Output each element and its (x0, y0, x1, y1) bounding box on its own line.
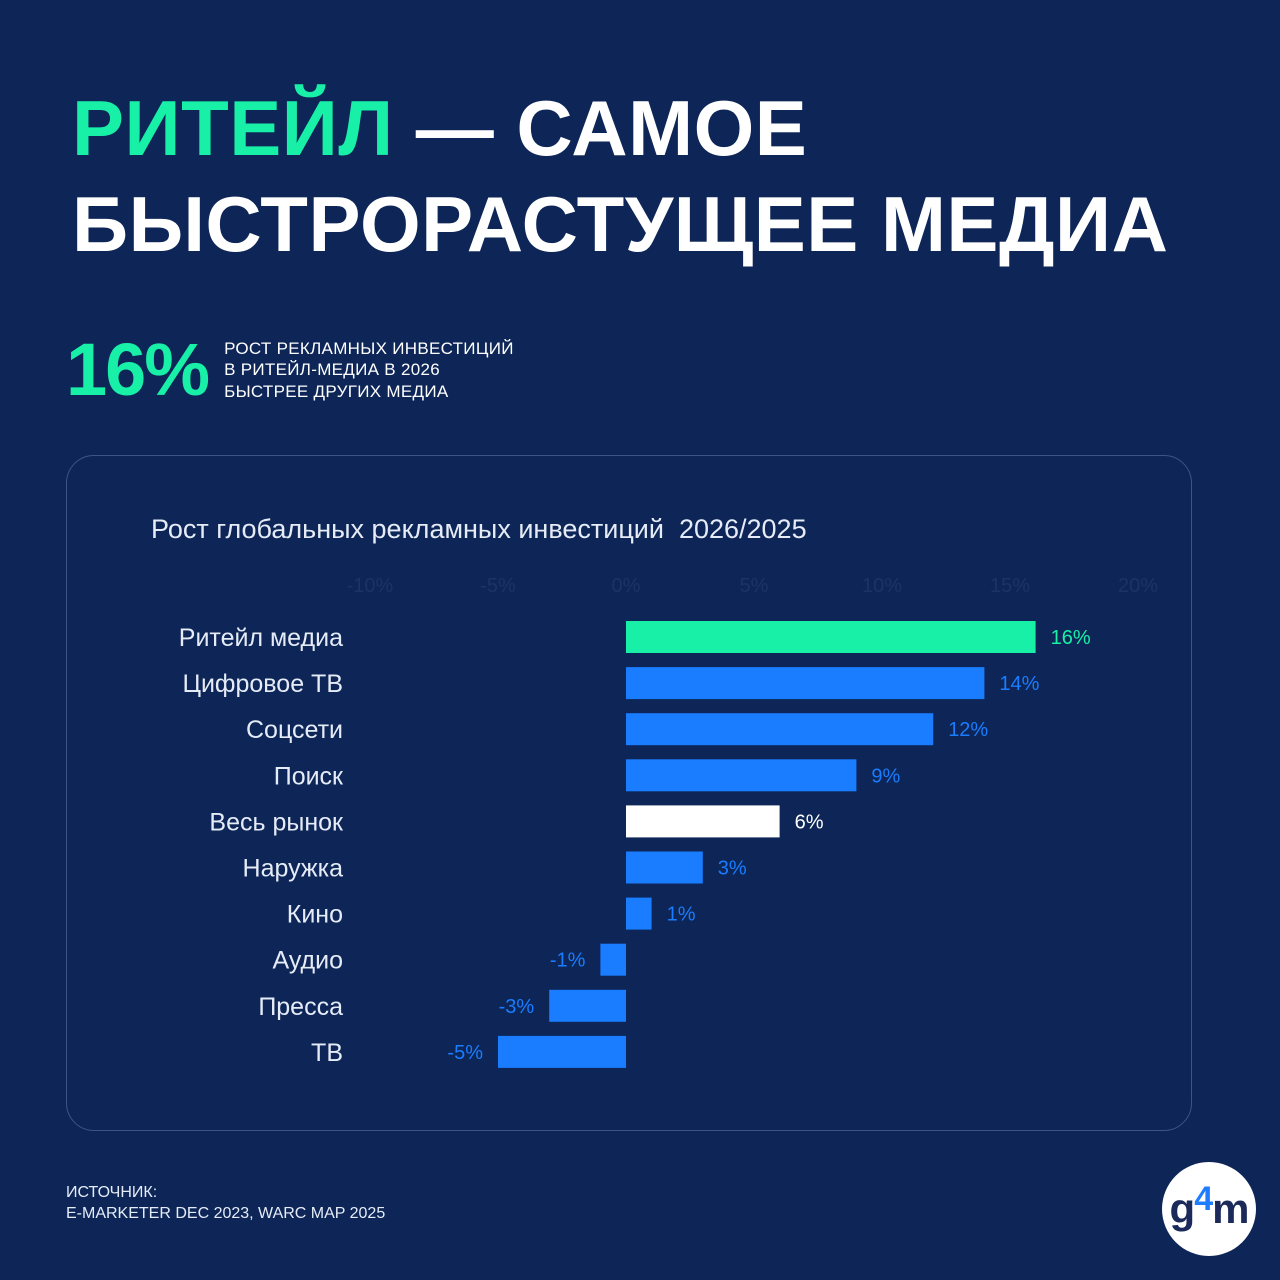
category-label: Пресса (258, 993, 343, 1021)
bar (626, 621, 1036, 653)
bar (626, 851, 703, 884)
category-label: Наружка (243, 855, 344, 883)
key-stat: 16% РОСТ РЕКЛАМНЫХ ИНВЕСТИЦИЙ В РИТЕЙЛ-М… (66, 330, 514, 410)
stat-line-1: РОСТ РЕКЛАМНЫХ ИНВЕСТИЦИЙ (224, 338, 514, 358)
category-label: ТВ (311, 1039, 343, 1067)
stat-line-2: В РИТЕЙЛ-МЕДИА В 2026 (224, 360, 440, 380)
bar (626, 759, 857, 792)
data-label: -5% (447, 1042, 483, 1064)
x-tick-label: 10% (862, 575, 902, 597)
x-tick-label: 0% (612, 575, 641, 597)
x-tick-label: 20% (1118, 575, 1158, 597)
bar (626, 897, 652, 930)
source-text: E-MARKETER DEC 2023, WARC MAP 2025 (66, 1205, 386, 1222)
logo-digit-4: 4 (1194, 1179, 1213, 1218)
category-label: Поиск (274, 762, 344, 790)
category-label: Соцсети (246, 716, 343, 744)
data-label: 14% (999, 673, 1039, 695)
logo-letter-g: g (1169, 1185, 1196, 1232)
chart-title: Рост глобальных рекламных инвестиций 202… (151, 514, 807, 544)
data-label: 3% (718, 858, 747, 880)
category-label: Весь рынок (209, 808, 344, 836)
bar (498, 1035, 626, 1068)
x-tick-label: -5% (480, 575, 516, 597)
page-title: РИТЕЙЛ — САМОЕ БЫСТРОРАСТУЩЕЕ МЕДИА (72, 80, 1168, 272)
category-label: Цифровое ТВ (182, 670, 343, 698)
stat-description: РОСТ РЕКЛАМНЫХ ИНВЕСТИЦИЙ В РИТЕЙЛ-МЕДИА… (224, 338, 514, 403)
x-tick-label: -10% (347, 575, 394, 597)
bar (626, 713, 934, 746)
logo-letter-m: m (1212, 1185, 1249, 1232)
stat-value: 16% (66, 328, 210, 411)
bar (600, 943, 626, 976)
bar (626, 805, 780, 838)
data-label: -1% (550, 950, 586, 972)
category-label: Аудио (272, 947, 343, 975)
bar (626, 667, 985, 700)
x-tick-label: 5% (740, 575, 769, 597)
category-label: Ритейл медиа (179, 624, 343, 652)
data-label: 12% (948, 719, 988, 741)
data-label: 16% (1051, 627, 1091, 649)
title-accent: РИТЕЙЛ (72, 84, 394, 172)
category-label: Кино (287, 901, 343, 929)
title-line-2: БЫСТРОРАСТУЩЕЕ МЕДИА (72, 180, 1169, 268)
data-label: 1% (667, 904, 696, 926)
title-rest: — САМОЕ (393, 84, 808, 172)
data-label: 9% (871, 765, 900, 787)
bar-chart: -10% -5% 0% 5% 10% 15% 20% Ритейл медиа 16% Цифро… (179, 575, 1158, 1068)
source-label: ИСТОЧНИК: (66, 1184, 158, 1201)
x-tick-label: 15% (990, 575, 1030, 597)
bar (549, 989, 626, 1022)
source-note: ИСТОЧНИК: E-MARKETER DEC 2023, WARC MAP … (66, 1182, 385, 1224)
chart-card: Рост глобальных рекламных инвестиций 202… (66, 455, 1192, 1131)
data-label: -3% (499, 996, 535, 1018)
data-label: 6% (795, 811, 824, 833)
stat-line-3: БЫСТРЕЕ ДРУГИХ МЕДИА (224, 381, 449, 401)
